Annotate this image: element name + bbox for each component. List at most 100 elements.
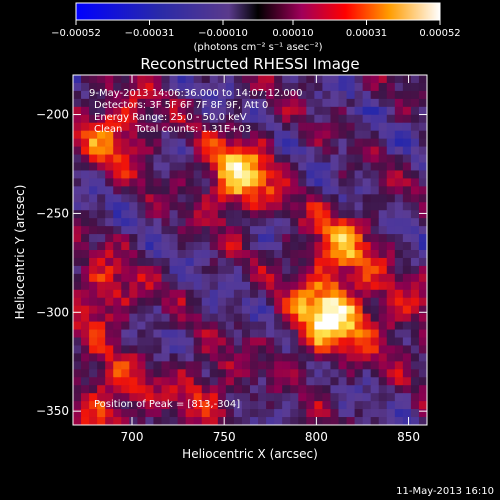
heatmap-cell <box>73 178 82 187</box>
heatmap-cell <box>185 130 195 140</box>
heatmap-cell <box>105 218 114 227</box>
heatmap-cell <box>418 321 427 331</box>
heatmap-cell <box>394 170 404 179</box>
heatmap-cell <box>73 313 82 323</box>
heatmap-cell <box>201 305 211 315</box>
heatmap-cell <box>418 234 427 243</box>
heatmap-cell <box>161 385 171 394</box>
heatmap-cell <box>410 361 420 370</box>
heatmap-cell <box>314 305 324 315</box>
heatmap-cell <box>394 353 404 362</box>
heatmap-cell <box>97 242 106 251</box>
heatmap-cell <box>209 361 219 370</box>
heatmap-cell <box>105 305 114 315</box>
heatmap-cell <box>298 401 307 410</box>
heatmap-cell <box>241 329 251 339</box>
heatmap-cell <box>225 146 235 156</box>
heatmap-cell <box>121 114 130 124</box>
heatmap-cell <box>314 369 324 378</box>
heatmap-cell <box>378 289 388 299</box>
heatmap-cell <box>129 186 138 195</box>
heatmap-cell <box>193 361 203 370</box>
heatmap-cell <box>185 90 195 100</box>
heatmap-cell <box>274 257 283 267</box>
heatmap-cell <box>105 417 114 425</box>
heatmap-cell <box>250 162 259 172</box>
heatmap-cell <box>169 265 179 275</box>
heatmap-cell <box>298 305 307 315</box>
heatmap-cell <box>306 353 315 362</box>
heatmap-cell <box>225 162 235 172</box>
heatmap-cell <box>193 186 203 195</box>
heatmap-cell <box>193 385 203 394</box>
heatmap-cell <box>282 146 291 156</box>
heatmap-cell <box>81 369 90 378</box>
heatmap-cell <box>394 417 404 425</box>
heatmap-cell <box>306 242 315 251</box>
heatmap-cell <box>177 361 187 370</box>
heatmap-cell <box>73 281 82 291</box>
heatmap-cell <box>346 130 356 140</box>
heatmap-cell <box>233 369 243 378</box>
heatmap-cell <box>266 114 275 124</box>
heatmap-cell <box>386 106 396 116</box>
heatmap-cell <box>89 361 98 370</box>
heatmap-cell <box>410 106 420 116</box>
x-axis-label: Heliocentric X (arcsec) <box>182 447 318 461</box>
heatmap-cell <box>217 202 227 211</box>
heatmap-cell <box>394 385 404 394</box>
heatmap-cell <box>322 106 332 116</box>
heatmap-cell <box>89 417 98 425</box>
heatmap-cell <box>241 250 251 259</box>
heatmap-cell <box>177 297 187 307</box>
heatmap-cell <box>266 138 275 148</box>
heatmap-cell <box>97 289 106 299</box>
heatmap-cell <box>97 297 106 307</box>
heatmap-cell <box>185 122 195 132</box>
heatmap-cell <box>185 75 195 84</box>
heatmap-cell <box>258 82 267 92</box>
heatmap-cell <box>185 186 195 195</box>
heatmap-cell <box>113 106 122 116</box>
heatmap-cell <box>282 154 291 164</box>
heatmap-cell <box>346 82 356 92</box>
heatmap-cell <box>177 257 187 267</box>
heatmap-cell <box>338 265 348 275</box>
heatmap-cell <box>418 273 427 283</box>
heatmap-cell <box>113 329 122 339</box>
heatmap-cell <box>298 82 307 92</box>
heatmap-cell <box>233 122 243 132</box>
heatmap-cell <box>209 297 219 307</box>
heatmap-cell <box>370 202 380 211</box>
heatmap-cell <box>290 313 299 323</box>
heatmap-cell <box>410 281 420 291</box>
heatmap-cell <box>225 234 235 243</box>
heatmap-cell <box>266 289 275 299</box>
heatmap-cell <box>153 345 163 354</box>
heatmap-cell <box>225 393 235 402</box>
heatmap-cell <box>282 162 291 172</box>
heatmap-cell <box>370 170 380 179</box>
heatmap-cell <box>201 385 211 394</box>
heatmap-cell <box>81 122 90 132</box>
heatmap-cell <box>193 202 203 211</box>
colorbar-tick-label: 0.00010 <box>272 28 313 39</box>
heatmap-cell <box>306 194 315 203</box>
heatmap-cell <box>250 242 259 251</box>
heatmap-cell <box>217 329 227 339</box>
heatmap-cell <box>258 289 267 299</box>
heatmap-cell <box>338 122 348 132</box>
heatmap-cell <box>378 417 388 425</box>
heatmap-cell <box>266 130 275 140</box>
heatmap-cell <box>97 98 106 108</box>
heatmap-cell <box>410 154 420 164</box>
heatmap-cell <box>225 106 235 116</box>
heatmap-cell <box>89 82 98 92</box>
heatmap-cell <box>290 345 299 354</box>
heatmap-cell <box>258 361 267 370</box>
heatmap-cell <box>290 106 299 116</box>
heatmap-cell <box>298 186 307 195</box>
y-tick-label: −200 <box>36 108 69 122</box>
heatmap-cell <box>370 194 380 203</box>
heatmap-cell <box>402 353 412 362</box>
